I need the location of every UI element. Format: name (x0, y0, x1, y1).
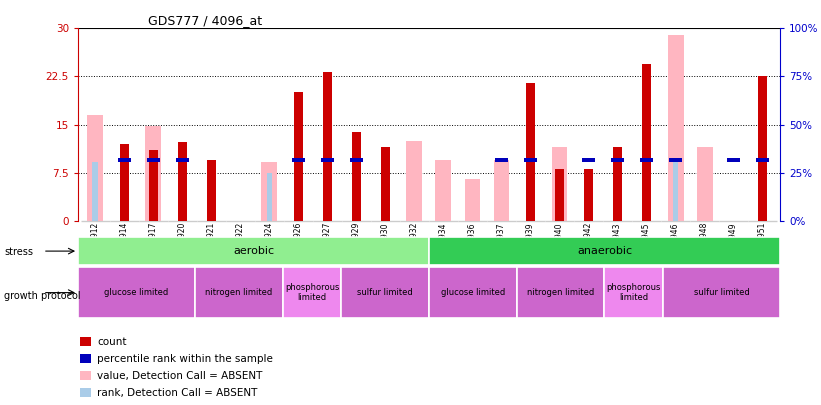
Bar (87, 115, 103, 221)
Bar (613, 147, 621, 221)
Bar (145, 126, 162, 221)
Bar (209, 171, 214, 221)
Bar (282, 267, 342, 318)
Text: sulfur limited: sulfur limited (694, 288, 750, 297)
Bar (604, 267, 663, 318)
Bar (669, 158, 682, 162)
Bar (611, 158, 624, 162)
Bar (352, 132, 360, 221)
Bar (261, 162, 277, 221)
Bar (120, 144, 129, 221)
Bar (207, 160, 216, 221)
Bar (321, 158, 334, 162)
Bar (495, 158, 508, 162)
Bar (672, 160, 678, 221)
Bar (195, 267, 282, 318)
Text: nitrogen limited: nitrogen limited (527, 288, 594, 297)
Bar (429, 237, 780, 265)
Bar (354, 160, 360, 221)
Text: stress: stress (4, 247, 33, 257)
Bar (526, 83, 534, 221)
Bar (493, 160, 510, 221)
Text: anaerobic: anaerobic (577, 246, 632, 256)
Bar (292, 158, 305, 162)
Text: rank, Detection Call = ABSENT: rank, Detection Call = ABSENT (97, 388, 257, 398)
Bar (381, 147, 390, 221)
Text: growth protocol: growth protocol (4, 291, 80, 301)
Text: phosphorous
limited: phosphorous limited (285, 283, 339, 302)
Bar (585, 169, 593, 221)
Text: phosphorous
limited: phosphorous limited (607, 283, 661, 302)
Bar (465, 179, 480, 221)
Text: GDS777 / 4096_at: GDS777 / 4096_at (149, 14, 263, 27)
Bar (516, 267, 604, 318)
Bar (727, 158, 740, 162)
Bar (429, 267, 516, 318)
Bar (524, 158, 537, 162)
Bar (147, 158, 160, 162)
Bar (78, 267, 195, 318)
Bar (756, 158, 769, 162)
Bar (118, 158, 131, 162)
Bar (178, 142, 186, 221)
Bar (663, 267, 780, 318)
Text: glucose limited: glucose limited (104, 288, 168, 297)
Bar (582, 158, 595, 162)
Bar (642, 64, 651, 221)
Text: glucose limited: glucose limited (441, 288, 505, 297)
Text: aerobic: aerobic (233, 246, 274, 256)
Bar (294, 92, 303, 221)
Bar (759, 77, 767, 221)
Bar (176, 158, 189, 162)
Bar (552, 147, 567, 221)
Bar (350, 158, 363, 162)
Text: value, Detection Call = ABSENT: value, Detection Call = ABSENT (97, 371, 262, 381)
Text: count: count (97, 337, 126, 347)
Bar (406, 141, 423, 221)
Bar (150, 162, 156, 221)
Bar (93, 162, 99, 221)
Bar (667, 35, 684, 221)
Bar (342, 267, 429, 318)
Text: sulfur limited: sulfur limited (357, 288, 413, 297)
Bar (267, 173, 273, 221)
Bar (696, 147, 713, 221)
Text: nitrogen limited: nitrogen limited (205, 288, 273, 297)
Bar (640, 158, 653, 162)
Text: percentile rank within the sample: percentile rank within the sample (97, 354, 273, 364)
Bar (149, 150, 158, 221)
Bar (555, 169, 564, 221)
Bar (78, 237, 429, 265)
Bar (435, 160, 452, 221)
Bar (323, 72, 332, 221)
